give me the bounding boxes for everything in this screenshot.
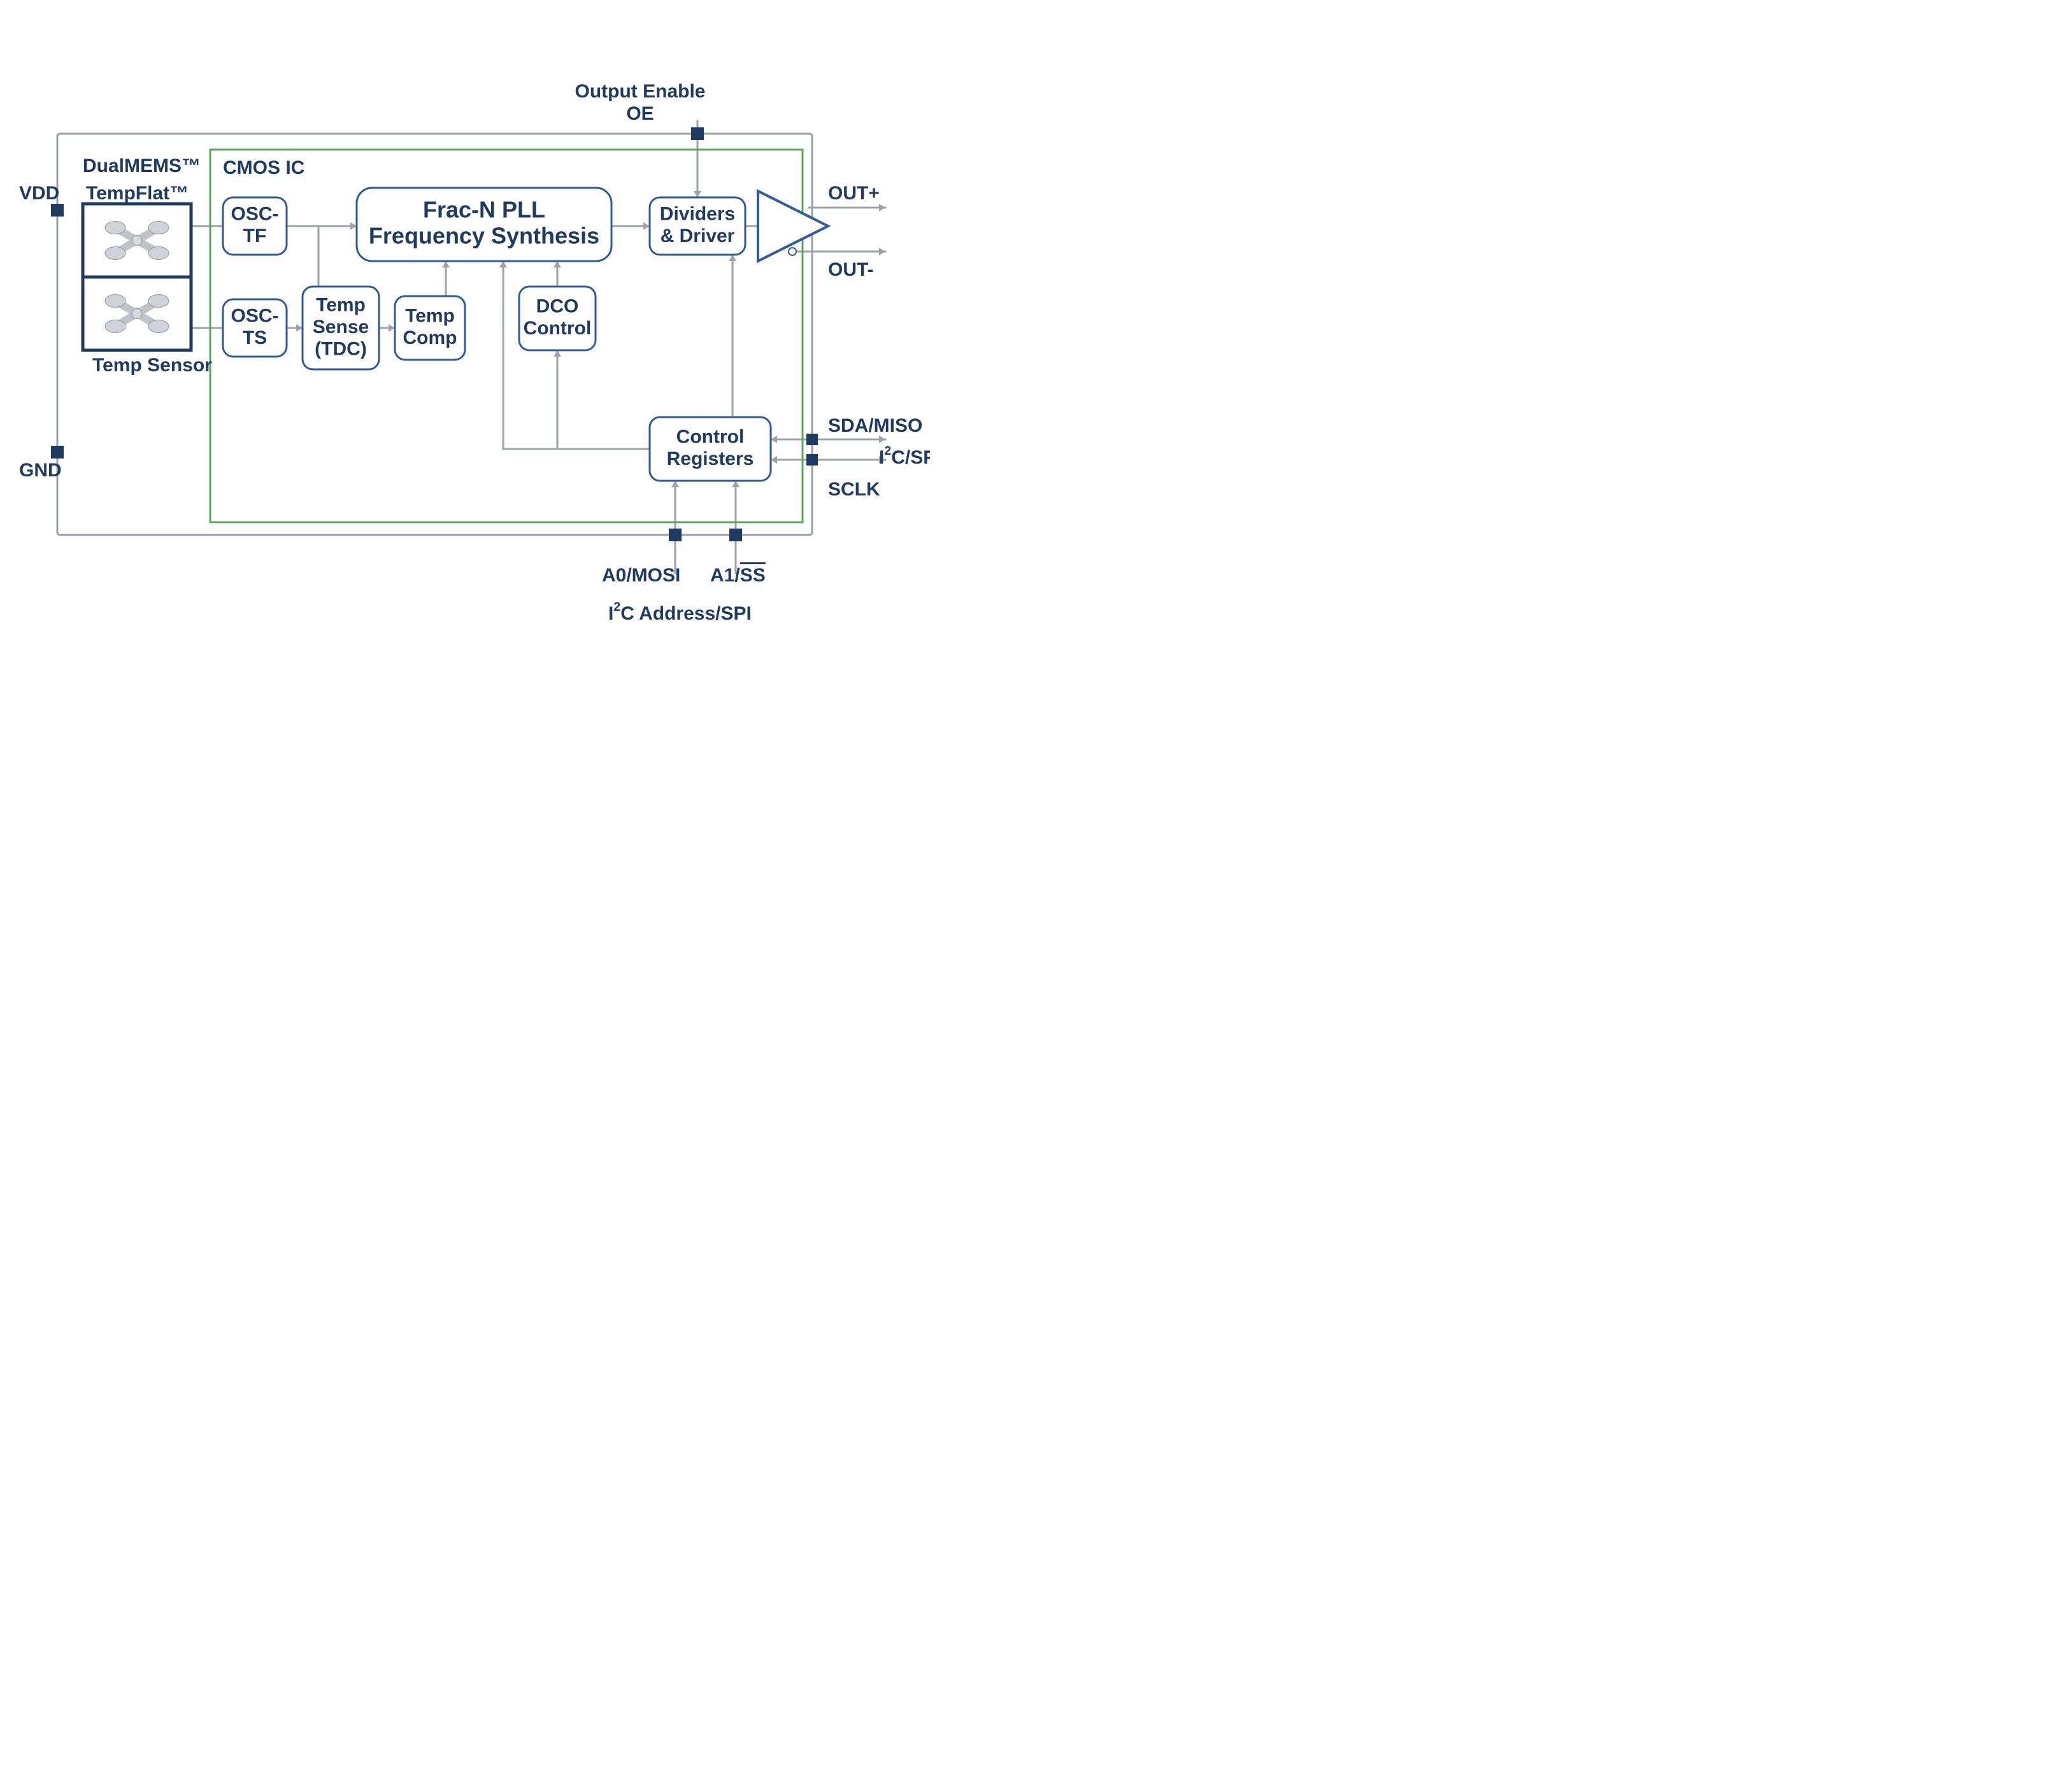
label-i2c-address-spi: I2C Address/SPI <box>608 600 752 624</box>
pin-sclk <box>806 454 818 466</box>
pin-a0 <box>669 529 682 541</box>
block-osctf-line0: OSC- <box>231 204 279 225</box>
block-divdrv-line1: & Driver <box>661 225 735 246</box>
block-dco-line0: DCO <box>536 296 579 317</box>
block-osctf: OSC-TF <box>223 197 287 255</box>
block-osctf-line1: TF <box>243 225 267 246</box>
label-sda-miso: SDA/MISO <box>828 415 922 436</box>
block-tdc-line0: Temp <box>316 294 366 315</box>
block-tdc-line2: (TDC) <box>315 338 367 359</box>
block-divdrv: Dividers& Driver <box>650 197 745 255</box>
pin-vdd <box>51 204 64 217</box>
block-tcomp-line0: Temp <box>405 306 455 327</box>
pin-oe <box>691 127 704 140</box>
label-a1-ss: A1/SS <box>710 565 766 586</box>
block-ctrlreg-line1: Registers <box>667 448 754 469</box>
diagram-root: CMOS ICOSC-TFOSC-TSTempSense(TDC)TempCom… <box>0 0 2072 797</box>
label-vdd: VDD <box>19 183 59 204</box>
label-output-enable: Output Enable <box>575 81 706 102</box>
label-tempflat: TempFlat™ <box>86 183 189 204</box>
pin-gnd <box>51 446 64 459</box>
block-dco-line1: Control <box>524 318 592 339</box>
label-oe: OE <box>626 103 654 124</box>
pin-a1 <box>729 529 742 541</box>
block-oscts-line1: TS <box>243 327 267 348</box>
block-ctrlreg: ControlRegisters <box>650 417 771 481</box>
block-tcomp-line1: Comp <box>403 327 457 348</box>
block-ctrlreg-line0: Control <box>676 427 745 448</box>
block-dco: DCOControl <box>519 287 596 350</box>
label-out-minus: OUT- <box>828 259 874 280</box>
block-oscts: OSC-TS <box>223 299 287 357</box>
block-tdc: TempSense(TDC) <box>303 287 379 369</box>
block-pll: Frac-N PLLFrequency Synthesis <box>357 188 611 261</box>
pin-sda <box>806 434 818 445</box>
label-tempsensor: Temp Sensor <box>92 355 212 376</box>
block-divdrv-line0: Dividers <box>660 204 735 225</box>
block-pll-line1: Frequency Synthesis <box>369 223 599 249</box>
block-tcomp: TempComp <box>395 296 465 360</box>
label-gnd: GND <box>19 460 62 481</box>
block-oscts-line0: OSC- <box>231 306 279 327</box>
inverting-bubble <box>789 248 796 255</box>
block-tdc-line1: Sense <box>313 316 369 338</box>
label-dualmems: DualMEMS™ <box>83 155 201 176</box>
label-sclk: SCLK <box>828 479 880 500</box>
cmos-title: CMOS IC <box>223 157 304 178</box>
label-a0-mosi: A0/MOSI <box>602 565 680 586</box>
block-pll-line0: Frac-N PLL <box>423 196 545 222</box>
label-out-plus: OUT+ <box>828 183 880 204</box>
